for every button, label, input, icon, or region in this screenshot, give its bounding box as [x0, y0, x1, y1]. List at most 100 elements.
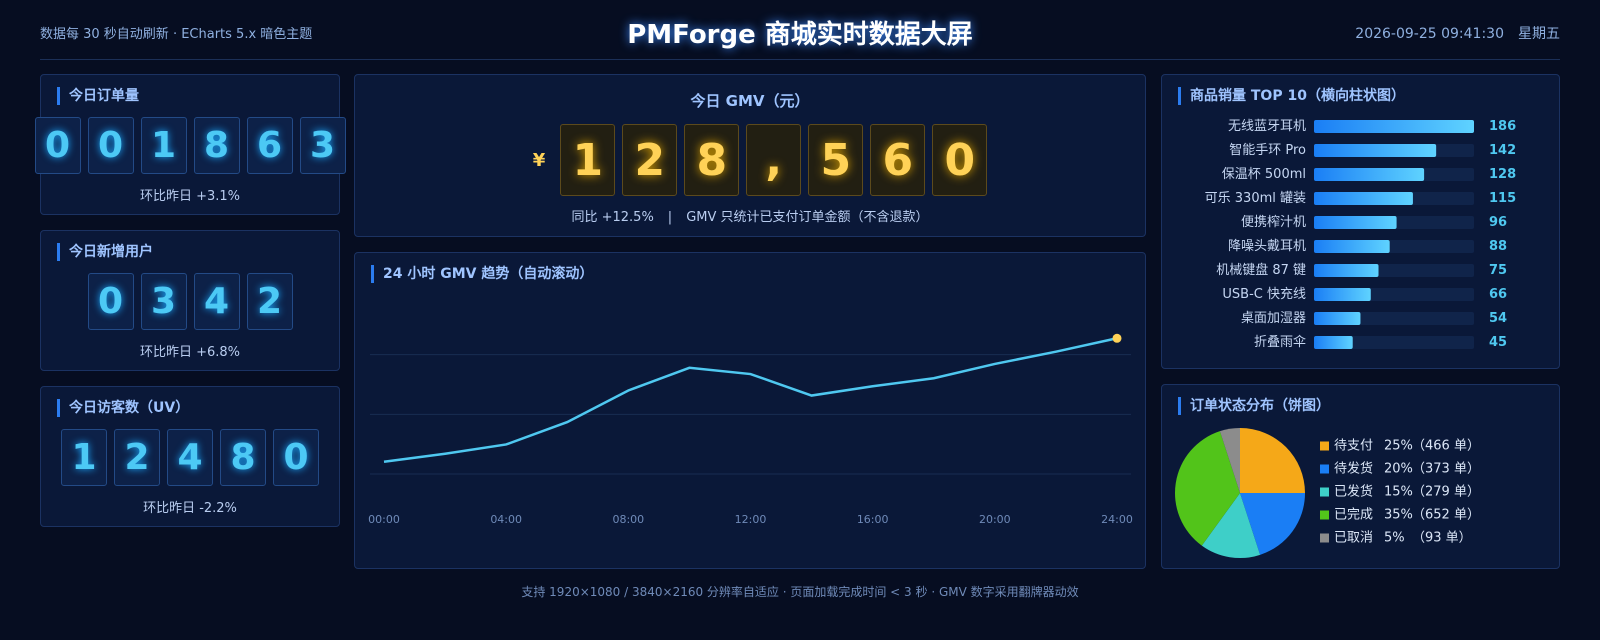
value-label: 66 [1489, 287, 1507, 302]
datetime: 2026-09-25 09:41:30 [1355, 26, 1504, 42]
digit: 3 [140, 273, 187, 330]
line-panel: 24 小时 GMV 趋势（自动滚动） 00:00 04:00 08:00 12:00 1… [354, 252, 1146, 569]
kpi-panel: 今日新增用户 0 3 4 2 环比昨日 +6.8% [40, 230, 340, 371]
line-chart: 00:00 04:00 08:00 12:00 16:00 20:00 24:00 [368, 333, 1133, 526]
legend-count: （93 单） [1412, 531, 1472, 546]
digit: 3 [299, 117, 346, 174]
x-tick-label: 24:00 [1101, 513, 1133, 526]
page-title: PMForge 商城实时数据大屏 [627, 20, 973, 50]
digit: 1 [140, 117, 187, 174]
bar [1314, 144, 1437, 157]
legend-count: （652 单） [1412, 508, 1480, 523]
digit: 8 [193, 117, 240, 174]
pie-slice [1240, 428, 1305, 493]
pie-slice [1219, 428, 1240, 493]
value-label: 54 [1489, 311, 1507, 326]
bar [1314, 288, 1371, 301]
legend-label: 已取消 [1334, 531, 1373, 546]
line [383, 337, 1118, 464]
digit: 8 [220, 429, 266, 486]
kpi-panel: 今日访客数（UV） 1 2 4 8 0 环比昨日 -2.2% [40, 386, 340, 527]
bar [1314, 120, 1474, 133]
legend-swatch [1320, 487, 1329, 497]
bar [1314, 240, 1390, 253]
legend-swatch [1320, 510, 1329, 520]
digit: 0 [87, 273, 134, 330]
legend-count: （466 单） [1412, 439, 1480, 454]
legend-label: 已发货 [1334, 484, 1373, 500]
digit: 6 [246, 117, 293, 174]
value-label: 45 [1489, 335, 1507, 350]
bar [1314, 336, 1353, 349]
x-tick-label: 20:00 [979, 513, 1011, 526]
legend-value: 35% [1384, 508, 1413, 523]
header-time: 2026-09-25 09:41:30 星期五 [1355, 23, 1560, 43]
pie-chart: 待支付 25% （466 单） 待发货 20% （373 单） 已发货 15% （279 单） 已… [1175, 428, 1480, 558]
weekday: 星期五 [1518, 26, 1560, 42]
gmv-subtitle: 同比 +12.5% | GMV 只统计已支付订单金额（不含退款） [355, 206, 1145, 225]
bar-panel: 商品销量 TOP 10（横向柱状图） 无线蓝牙耳机 186 智能手环 Pro 142 保… [1161, 74, 1560, 369]
pie-panel: 订单状态分布（饼图） 待支付 25% （466 单） 待发货 20% （373 单） 已发货… [1161, 384, 1560, 569]
value-label: 128 [1489, 167, 1516, 182]
bar-label: 无线蓝牙耳机 [1228, 119, 1306, 134]
x-tick-label: 04:00 [490, 513, 522, 526]
bar-label: 智能手环 Pro [1229, 143, 1306, 158]
kpi-title: 今日新增用户 [57, 243, 153, 261]
bar-label: 降噪头戴耳机 [1228, 239, 1306, 254]
header-divider [40, 59, 1560, 60]
header-note: 数据每 30 秒自动刷新 · ECharts 5.x 暗色主题 [40, 27, 313, 42]
gmv-title: 今日 GMV（元） [690, 92, 810, 110]
digit: 4 [193, 273, 240, 330]
footer: 支持 1920×1080 / 3840×2160 分辨率自适应 · 页面加载完成… [521, 585, 1079, 599]
legend-swatch [1320, 533, 1329, 543]
bar-label: 便携榨汁机 [1241, 214, 1306, 230]
gmv-digit: 8 [684, 124, 740, 196]
x-tick-label: 08:00 [612, 513, 644, 526]
bar [1314, 168, 1425, 181]
gmv-digit: 6 [870, 124, 926, 196]
x-tick-label: 16:00 [857, 513, 889, 526]
legend-label: 已完成 [1334, 508, 1373, 523]
legend-count: （279 单） [1412, 485, 1480, 500]
digit: 0 [34, 117, 81, 174]
end-point [1112, 333, 1122, 343]
value-label: 186 [1489, 119, 1516, 134]
value-label: 75 [1489, 263, 1507, 278]
value-label: 88 [1489, 239, 1507, 254]
digit: 0 [87, 117, 134, 174]
gmv-digit: 1 [560, 124, 616, 196]
gmv-yoy: 同比 +12.5% [571, 210, 654, 225]
pie-slice [1240, 493, 1305, 555]
bar-label: USB-C 快充线 [1222, 286, 1306, 302]
legend-count: （373 单） [1412, 462, 1480, 477]
gmv-digit: 2 [622, 124, 678, 196]
currency: ¥ [532, 149, 546, 171]
legend-value: 20% [1384, 462, 1413, 477]
digit: 2 [114, 429, 160, 486]
x-tick-label: 00:00 [368, 513, 400, 526]
kpi-title: 今日订单量 [57, 87, 139, 105]
separator: | [667, 210, 673, 225]
bar [1314, 312, 1361, 325]
digit: 2 [246, 273, 293, 330]
kpi-panel: 今日订单量 0 0 1 8 6 3 环比昨日 +3.1% [34, 74, 346, 215]
pie-slice [1201, 493, 1261, 558]
value-label: 142 [1489, 143, 1516, 158]
bar [1314, 264, 1379, 277]
bar-label: 桌面加湿器 [1241, 311, 1306, 326]
bar-chart: 无线蓝牙耳机 186 智能手环 Pro 142 保温杯 500ml 128 可乐 330ml… [1205, 119, 1517, 350]
digit: 4 [167, 429, 213, 486]
kpi-change: 环比昨日 +6.8% [139, 345, 241, 360]
bar-label: 可乐 330ml 罐装 [1205, 191, 1306, 206]
digit: 1 [61, 429, 107, 486]
bar-label: 保温杯 500ml [1222, 167, 1306, 182]
legend-value: 25% [1384, 439, 1413, 454]
gmv-digit: , [746, 124, 802, 196]
kpi-change: 环比昨日 +3.1% [139, 189, 241, 204]
digit: 0 [273, 429, 319, 486]
legend-value: 15% [1384, 485, 1413, 500]
